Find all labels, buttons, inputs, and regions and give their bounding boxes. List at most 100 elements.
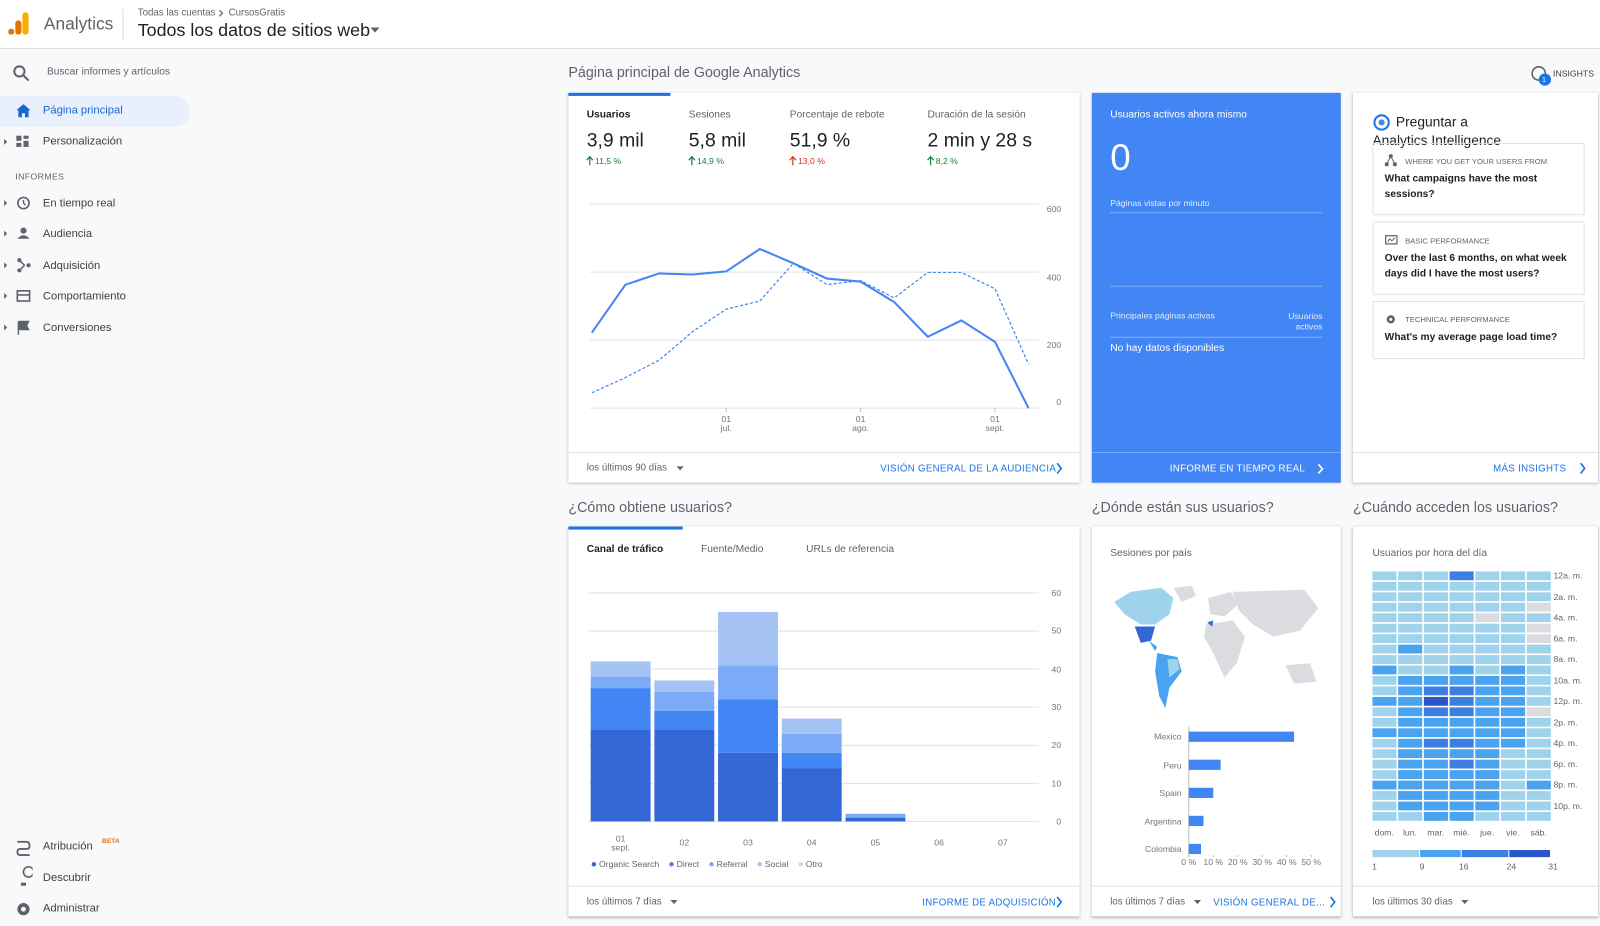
- breadcrumb[interactable]: Todas las cuentas: [137, 7, 216, 19]
- question-card[interactable]: [1372, 221, 1585, 295]
- nav-item[interactable]: Comportamiento: [42, 290, 126, 303]
- report-icons: [4, 196, 31, 335]
- y-tick-label: 12p. m.: [1553, 695, 1583, 707]
- report-link[interactable]: VISIÓN GENERAL DE LA AUDIENCIA: [880, 463, 1057, 475]
- tab[interactable]: Canal de tráfico: [586, 543, 664, 556]
- metric-name: Duración de la sesión: [927, 109, 1026, 121]
- x-tick-label: 0 %: [1181, 857, 1197, 868]
- y-tick-label: 40: [1051, 663, 1062, 675]
- x-tick-label: 05: [870, 837, 881, 848]
- date-range[interactable]: los últimos 90 días: [586, 462, 668, 474]
- dropdown-icon: [370, 27, 380, 33]
- report-link[interactable]: VISIÓN GENERAL DE...: [1213, 897, 1326, 909]
- divider: [1091, 885, 1341, 887]
- logo: [8, 12, 29, 35]
- date-range[interactable]: los últimos 30 días: [1372, 896, 1453, 908]
- date-range[interactable]: los últimos 7 días: [586, 896, 662, 908]
- insights-button[interactable]: INSIGHTS: [1553, 68, 1595, 79]
- metric-name: Usuarios: [586, 109, 631, 121]
- breadcrumb[interactable]: CursosGratis: [228, 7, 286, 19]
- question-card[interactable]: [1372, 142, 1585, 216]
- report-link[interactable]: INFORME EN TIEMPO REAL: [1169, 463, 1306, 475]
- report-link[interactable]: INFORME DE ADQUISICIÓN: [922, 897, 1057, 909]
- divider: [1110, 336, 1323, 338]
- x-tick-label: lun.: [1402, 827, 1417, 838]
- question-text[interactable]: What's my average page load time?: [1384, 331, 1558, 343]
- world-map: [1114, 585, 1319, 709]
- card-subtitle: Sesiones por país: [1110, 547, 1192, 560]
- card-subtitle: Usuarios por hora del día: [1372, 547, 1488, 560]
- insights-icon[interactable]: [1531, 65, 1553, 87]
- y-tick-label: 30: [1051, 701, 1062, 713]
- y-tick-label: 4a. m.: [1553, 612, 1578, 623]
- search-box[interactable]: Buscar informes y artículos: [46, 66, 171, 78]
- section-title: ¿Cómo obtiene usuarios?: [568, 498, 732, 515]
- x-tick-label: vie.: [1506, 827, 1520, 838]
- header: [0, 0, 1600, 49]
- divider: [1110, 285, 1323, 287]
- date-range[interactable]: los últimos 7 días: [1110, 896, 1186, 908]
- legend-label: Otro: [805, 859, 823, 870]
- question-card[interactable]: [1372, 301, 1585, 360]
- divider: [568, 885, 1080, 887]
- metric-name: Porcentaje de rebote: [789, 109, 885, 121]
- x-tick-label: 30 %: [1252, 857, 1273, 868]
- divider: [122, 8, 124, 41]
- empty-message: No hay datos disponibles: [1110, 342, 1225, 355]
- tab-indicator: [568, 92, 671, 96]
- question-text[interactable]: Over the last 6 months, on what week day…: [1384, 253, 1567, 280]
- y-tick-label: Argentina: [1144, 815, 1182, 826]
- metric-value: 51,9 %: [789, 130, 851, 152]
- nav-item[interactable]: Administrar: [42, 902, 100, 915]
- y-tick-label: 12a. m.: [1553, 570, 1583, 581]
- nav-item[interactable]: Audiencia: [42, 227, 93, 241]
- legend-tick-label: 16: [1458, 861, 1469, 872]
- realtime-card: [1091, 92, 1341, 483]
- view-selector[interactable]: Todos los datos de sitios web: [137, 19, 371, 41]
- x-tick-label: 06: [934, 837, 944, 848]
- column-header: Usuarios activos: [1288, 311, 1323, 332]
- y-tick-label: 4p. m.: [1553, 737, 1578, 748]
- acquisition-card: [568, 526, 1080, 917]
- y-tick-label: 60: [1051, 587, 1062, 598]
- nav-item[interactable]: En tiempo real: [42, 197, 116, 210]
- question-text[interactable]: What campaigns have the most sessions?: [1384, 173, 1538, 200]
- x-tick-label: 01 sept.: [611, 833, 631, 853]
- x-tick-label: 02: [679, 837, 690, 848]
- nav-section: INFORMES: [15, 171, 65, 182]
- nav-item[interactable]: Página principal: [42, 104, 123, 117]
- x-tick-label: 03: [743, 837, 753, 848]
- nav-selected: [0, 95, 190, 127]
- x-tick-label: 01 sept.: [985, 413, 1005, 433]
- nav-item[interactable]: Personalización: [42, 135, 123, 148]
- legend-label: Social: [764, 859, 789, 870]
- nav-item[interactable]: Atribución: [42, 840, 93, 853]
- search-icon: [13, 65, 30, 82]
- bottom-icons: [16, 840, 33, 916]
- column-header: Principales páginas activas: [1110, 310, 1215, 321]
- y-tick-label: 50: [1051, 625, 1062, 636]
- nav-item[interactable]: Conversiones: [42, 321, 112, 335]
- nav-item[interactable]: Descubrir: [42, 871, 91, 885]
- legend-tick-label: 24: [1506, 861, 1517, 872]
- y-tick-label: 200: [1046, 340, 1062, 351]
- x-tick-label: 01 ago.: [852, 413, 870, 433]
- y-tick-label: 400: [1046, 272, 1062, 283]
- question-category: WHERE YOU GET YOUR USERS FROM: [1405, 156, 1548, 166]
- report-link[interactable]: MÁS INSIGHTS: [1493, 463, 1567, 475]
- intelligence-title: Preguntar a Analytics Intelligence: [1372, 114, 1502, 148]
- legend-tick-label: 31: [1548, 861, 1558, 872]
- home-icon: [16, 104, 31, 118]
- x-tick-label: sáb.: [1530, 827, 1547, 838]
- tab[interactable]: Fuente/Medio: [701, 543, 764, 556]
- nav-item[interactable]: Adquisición: [42, 259, 101, 272]
- custom-icon: [4, 135, 29, 147]
- y-tick-label: Spain: [1159, 787, 1182, 798]
- y-tick-label: Peru: [1163, 759, 1182, 770]
- y-tick-label: 2a. m.: [1553, 591, 1578, 602]
- tab[interactable]: URLs de referencia: [806, 543, 895, 556]
- divider: [568, 452, 1080, 454]
- y-tick-label: 8a. m.: [1553, 653, 1578, 665]
- intelligence-card: [1353, 92, 1598, 483]
